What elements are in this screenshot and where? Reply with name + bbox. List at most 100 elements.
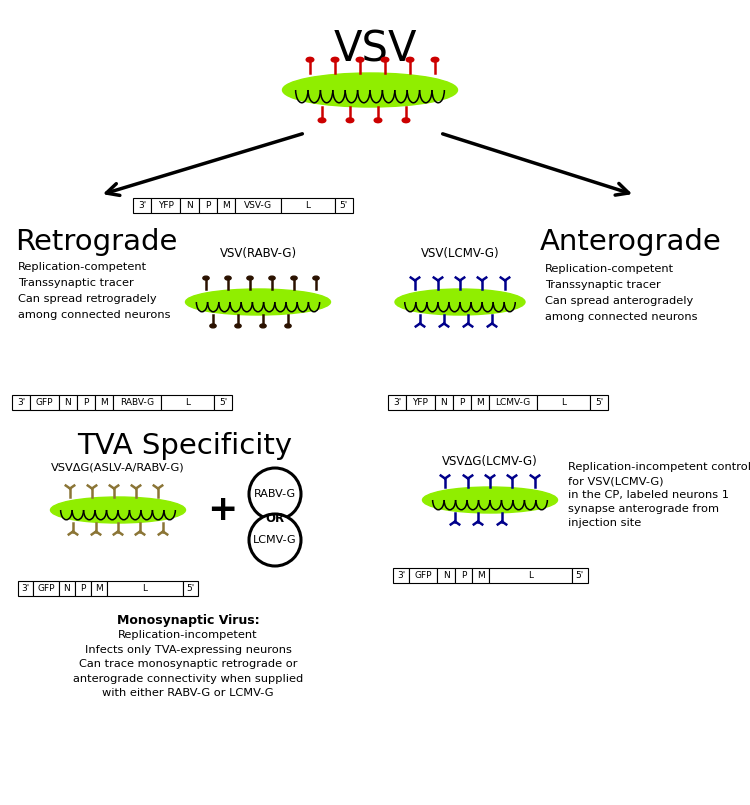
Text: GFP: GFP [38, 584, 55, 592]
Text: YFP: YFP [413, 398, 428, 407]
Text: L: L [305, 200, 310, 209]
Bar [183, 580, 198, 596]
Text: VSVΔG(LCMV-G): VSVΔG(LCMV-G) [442, 455, 538, 468]
Text: VSV(LCMV-G): VSV(LCMV-G) [421, 247, 500, 260]
Text: Retrograde: Retrograde [15, 228, 177, 256]
Ellipse shape [431, 57, 439, 62]
Text: 3': 3' [17, 398, 26, 407]
Bar [107, 580, 183, 596]
Text: YFP: YFP [158, 200, 174, 209]
Text: N: N [440, 398, 447, 407]
Text: M: M [476, 398, 484, 407]
Bar [590, 394, 608, 410]
Text: Can spread retrogradely: Can spread retrogradely [18, 294, 157, 304]
Bar [33, 580, 59, 596]
Text: Can spread anterogradely: Can spread anterogradely [545, 296, 693, 306]
Bar [30, 394, 59, 410]
Ellipse shape [225, 276, 231, 280]
Bar [471, 394, 489, 410]
Bar [472, 568, 490, 583]
Bar [199, 197, 217, 213]
Text: Replication-competent: Replication-competent [18, 262, 147, 272]
Ellipse shape [356, 57, 364, 62]
Text: +: + [207, 493, 237, 527]
Text: anterograde connectivity when supplied: anterograde connectivity when supplied [73, 674, 303, 683]
Bar [490, 568, 572, 583]
Bar [334, 197, 353, 213]
Ellipse shape [381, 57, 388, 62]
Text: 3': 3' [393, 398, 401, 407]
Text: P: P [205, 200, 211, 209]
Bar [75, 580, 91, 596]
Text: TVA Specificity: TVA Specificity [77, 432, 292, 460]
Text: L: L [142, 584, 148, 592]
Text: Replication-competent: Replication-competent [545, 264, 674, 274]
Text: M: M [95, 584, 103, 592]
Text: Replication-incompetent control: Replication-incompetent control [568, 462, 750, 472]
Bar [489, 394, 537, 410]
Bar [113, 394, 161, 410]
Ellipse shape [346, 118, 354, 122]
Ellipse shape [402, 118, 410, 122]
Text: M: M [222, 200, 230, 209]
Circle shape [249, 514, 301, 566]
Text: among connected neurons: among connected neurons [545, 312, 698, 322]
Ellipse shape [210, 324, 216, 328]
Text: 3': 3' [138, 200, 146, 209]
Bar [437, 568, 454, 583]
Bar [453, 394, 471, 410]
Bar [537, 394, 590, 410]
Text: LCMV-G: LCMV-G [496, 398, 531, 407]
Bar [217, 197, 235, 213]
Text: RABV-G: RABV-G [120, 398, 154, 407]
Text: VSV-G: VSV-G [244, 200, 272, 209]
Text: P: P [80, 584, 86, 592]
Bar [393, 568, 410, 583]
Text: RABV-G: RABV-G [254, 489, 296, 499]
Text: in the CP, labeled neurons 1: in the CP, labeled neurons 1 [568, 490, 729, 500]
Text: P: P [83, 398, 88, 407]
Bar [133, 197, 152, 213]
Text: for VSV(LCMV-G): for VSV(LCMV-G) [568, 476, 664, 486]
Ellipse shape [235, 324, 241, 328]
Bar [18, 580, 33, 596]
Ellipse shape [313, 276, 319, 280]
Ellipse shape [50, 497, 185, 523]
Bar [95, 394, 113, 410]
Text: L: L [528, 571, 533, 580]
Bar [572, 568, 588, 583]
Text: GFP: GFP [36, 398, 53, 407]
Text: 3': 3' [21, 584, 30, 592]
Text: 5': 5' [219, 398, 227, 407]
Bar [12, 394, 30, 410]
Bar [91, 580, 107, 596]
Text: L: L [185, 398, 190, 407]
Text: injection site: injection site [568, 518, 641, 528]
Text: Anterograde: Anterograde [540, 228, 722, 256]
Text: with either RABV-G or LCMV-G: with either RABV-G or LCMV-G [102, 688, 274, 698]
Text: 5': 5' [340, 200, 348, 209]
Ellipse shape [283, 73, 458, 107]
Text: VSV(RABV-G): VSV(RABV-G) [220, 247, 296, 260]
Ellipse shape [185, 289, 331, 315]
Circle shape [249, 468, 301, 520]
Text: 3': 3' [397, 571, 405, 580]
Text: P: P [460, 571, 466, 580]
Bar [388, 394, 406, 410]
Text: N: N [186, 200, 193, 209]
Ellipse shape [247, 276, 253, 280]
Ellipse shape [285, 324, 291, 328]
Text: 5': 5' [595, 398, 603, 407]
Text: GFP: GFP [415, 571, 432, 580]
Bar [77, 394, 95, 410]
Text: N: N [64, 584, 70, 592]
Ellipse shape [395, 289, 525, 315]
Text: Transsynaptic tracer: Transsynaptic tracer [545, 280, 661, 290]
Text: synapse anterograde from: synapse anterograde from [568, 504, 719, 514]
Ellipse shape [374, 118, 382, 122]
Bar [214, 394, 232, 410]
Bar [181, 197, 199, 213]
Text: Can trace monosynaptic retrograde or: Can trace monosynaptic retrograde or [79, 659, 297, 669]
Ellipse shape [422, 487, 557, 513]
Text: VSVΔG(ASLV-A/RABV-G): VSVΔG(ASLV-A/RABV-G) [51, 462, 184, 472]
